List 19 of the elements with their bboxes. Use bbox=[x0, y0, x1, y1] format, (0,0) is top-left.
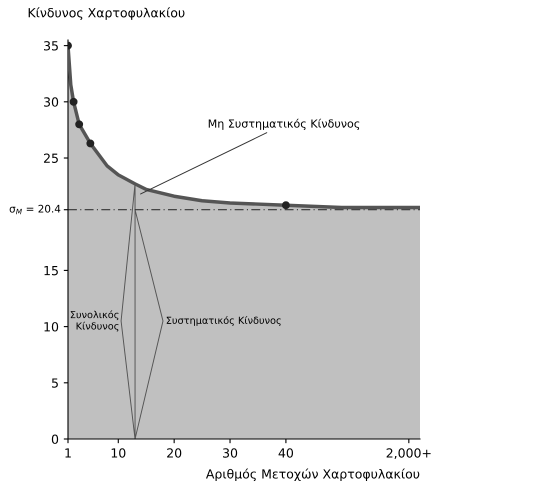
y-tick-label: 30 bbox=[44, 97, 58, 107]
annotation: Μη Συστηματικός Κίνδυνος bbox=[208, 118, 360, 130]
annotation: Συνολικός Κίνδυνος bbox=[70, 310, 118, 332]
y-tick-label: 35 bbox=[44, 41, 58, 51]
x-tick-label: 20 bbox=[167, 448, 182, 458]
y-tick-label: 15 bbox=[44, 266, 58, 276]
x-tick-label: 30 bbox=[223, 448, 238, 458]
x-tick-label: 40 bbox=[278, 448, 294, 458]
y-tick-label: 10 bbox=[44, 322, 58, 332]
y-axis-title: Κίνδυνος Χαρτοφυλακίου bbox=[28, 7, 184, 20]
y-tick-label: 5 bbox=[52, 378, 58, 388]
x-axis-title: Αριθμός Μετοχών Χαρτοφυλακίου bbox=[206, 468, 420, 482]
ref-line-label: σ$_{M}$ = 20.4 bbox=[10, 204, 60, 214]
x-tick-label: 10 bbox=[112, 448, 126, 458]
y-tick-label: 25 bbox=[44, 153, 58, 163]
x-tick-label: 2,000+ bbox=[386, 448, 431, 459]
annotation: Συστηματικός Κίνδυνος bbox=[166, 316, 281, 326]
y-tick-label: 0 bbox=[52, 434, 58, 444]
x-tick-label: 1 bbox=[65, 448, 71, 458]
